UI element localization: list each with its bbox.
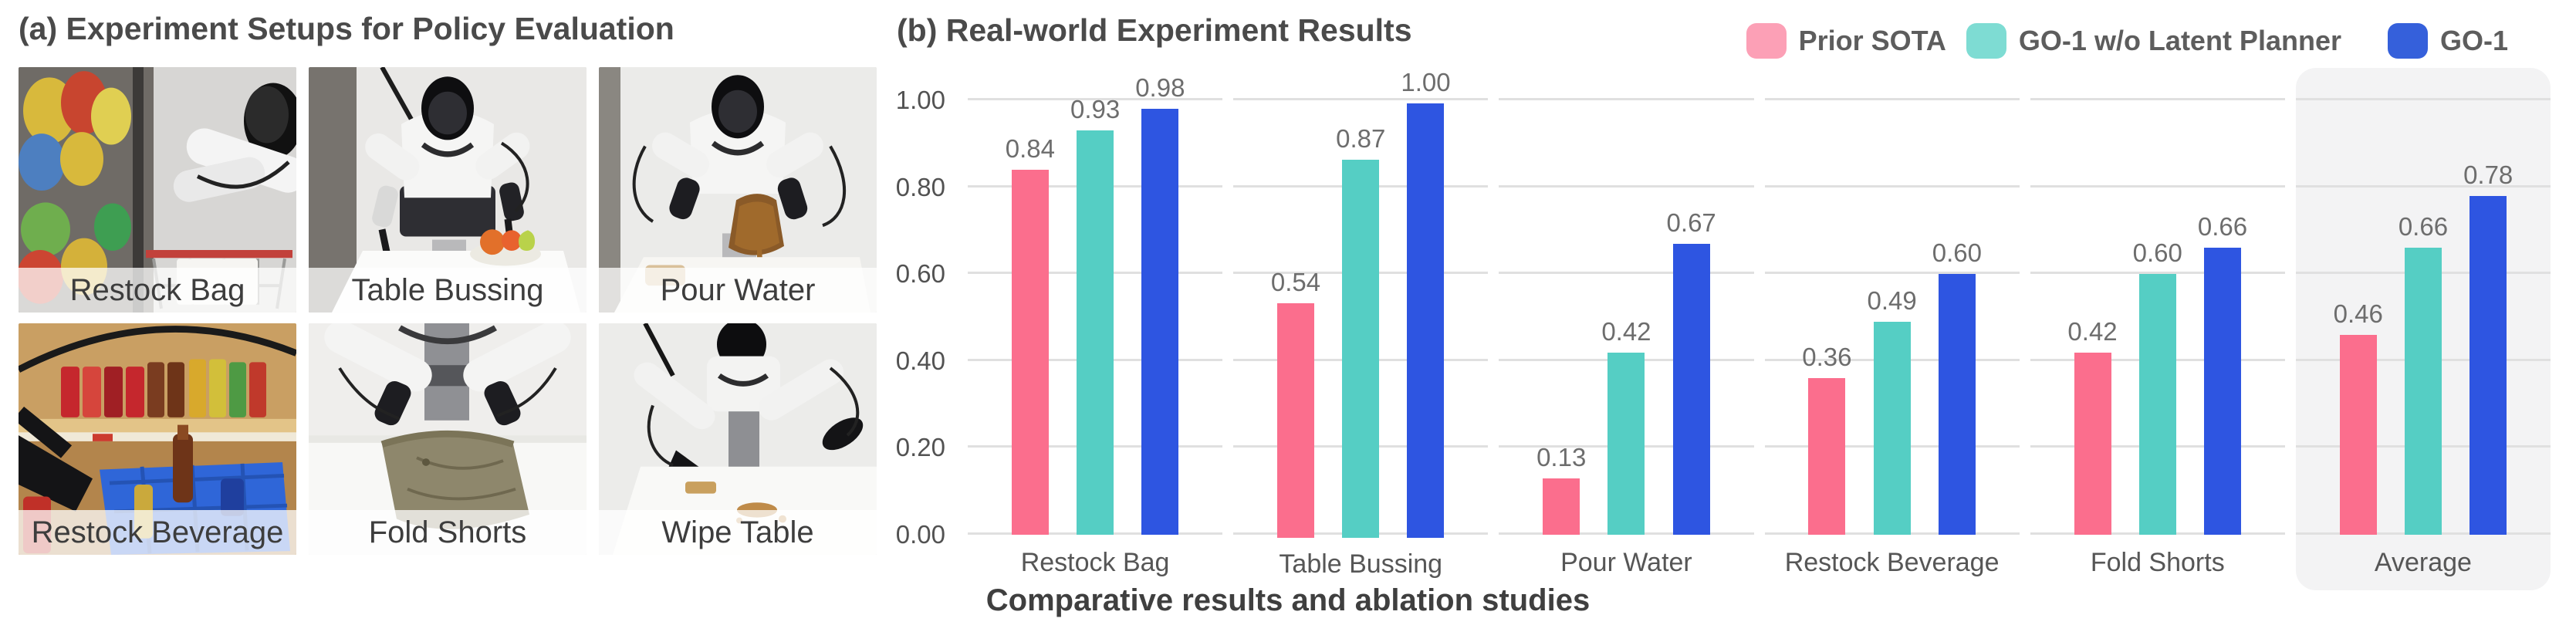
value-label-prior-sota-restock-beverage: 0.36: [1802, 343, 1852, 372]
bar-go-1-w-o-latent-planner-average: [2404, 248, 2442, 535]
chart-group-fold-shorts: 0.42 0.60 0.66 Fold Shorts: [2030, 68, 2285, 590]
figure-caption: Comparative results and ablation studies: [985, 583, 1591, 617]
legend-label-go1-wo-latent-planner: GO-1 w/o Latent Planner: [2018, 25, 2341, 56]
bar-prior-sota-average: [2339, 335, 2377, 535]
value-label-go-1-table-bussing: 1.00: [1401, 68, 1451, 96]
photo-grid: Restock Bag: [19, 67, 877, 555]
gridline: [2295, 98, 2551, 100]
y-tick-0.00: 0.00: [895, 520, 945, 549]
category-label-restock-bag: Restock Bag: [1020, 547, 1170, 577]
value-label-go-1-w-o-latent-planner-fold-shorts: 0.60: [2132, 238, 2182, 268]
value-label-go-1-w-o-latent-planner-table-bussing: 0.87: [1336, 124, 1386, 154]
bar-go-1-w-o-latent-planner-restock-beverage: [1873, 322, 1911, 535]
legend-label-go1: GO-1: [2439, 25, 2508, 56]
gridline: [2030, 272, 2285, 275]
gridline: [1233, 98, 1489, 100]
photo-pour-water: Pour Water: [599, 67, 877, 313]
photo-label-pour-water: Pour Water: [599, 268, 877, 313]
bar-go-1-pour-water: [1672, 243, 1710, 535]
value-label-go-1-w-o-latent-planner-restock-beverage: 0.49: [1867, 286, 1917, 316]
bar-chart: 0.00 0.20 0.40 0.60 0.80 1.00 0.84 0.93 0.98 Res…: [896, 68, 2556, 590]
bar-prior-sota-table-bussing: [1277, 302, 1315, 538]
legend-label-prior-sota: Prior SOTA: [1798, 25, 1946, 56]
gridline: [2030, 98, 2285, 100]
bar-go-1-average: [2470, 195, 2507, 535]
bar-prior-sota-restock-beverage: [1808, 378, 1846, 535]
gridline: [2030, 184, 2285, 188]
panel-experiment-setups: (a) Experiment Setups for Policy Evaluat…: [19, 11, 877, 555]
restock-bag-illustration: [19, 67, 296, 313]
gridline: [968, 98, 1223, 100]
bar-go-1-fold-shorts: [2204, 248, 2241, 535]
chart-legend: Prior SOTA GO-1 w/o Latent Planner GO-1: [1746, 23, 2508, 59]
photo-label-fold-shorts: Fold Shorts: [309, 510, 587, 555]
legend-swatch-go1-wo-latent-planner: [1966, 23, 2006, 59]
bar-go-1-table-bussing: [1407, 103, 1445, 538]
value-label-go-1-average: 0.78: [2463, 160, 2513, 189]
bar-go-1-w-o-latent-planner-table-bussing: [1342, 160, 1380, 538]
chart-groups: 0.84 0.93 0.98 Restock Bag 0.54 0.87 1.00 Table…: [962, 68, 2556, 590]
y-tick-0.40: 0.40: [895, 346, 945, 375]
value-label-go-1-w-o-latent-planner-pour-water: 0.42: [1601, 316, 1651, 346]
bar-go-1-w-o-latent-planner-restock-bag: [1077, 130, 1114, 535]
legend-item-go1: GO-1: [2387, 23, 2508, 59]
value-label-prior-sota-pour-water: 0.13: [1536, 442, 1587, 471]
photo-label-restock-beverage: Restock Beverage: [19, 510, 296, 555]
bar-prior-sota-restock-bag: [1011, 170, 1049, 535]
photo-table-bussing: Table Bussing: [309, 67, 587, 313]
value-label-prior-sota-table-bussing: 0.54: [1270, 267, 1321, 296]
category-label-pour-water: Pour Water: [1560, 547, 1692, 577]
panel-experiment-results: (b) Real-world Experiment Results Prior …: [889, 0, 2576, 642]
value-label-go-1-restock-beverage: 0.60: [1932, 238, 1982, 268]
gridline: [1499, 184, 1754, 188]
chart-group-average: 0.46 0.66 0.78 Average: [2295, 68, 2551, 590]
y-tick-0.20: 0.20: [895, 433, 945, 462]
photo-label-restock-bag: Restock Bag: [19, 268, 296, 313]
legend-swatch-go1: [2387, 23, 2428, 59]
wipe-table-illustration: [599, 323, 877, 555]
panel-a-title: (a) Experiment Setups for Policy Evaluat…: [19, 11, 674, 46]
chart-group-pour-water: 0.13 0.42 0.67 Pour Water: [1499, 68, 1754, 590]
chart-group-table-bussing: 0.54 0.87 1.00 Table Bussing: [1233, 68, 1489, 590]
bar-prior-sota-fold-shorts: [2074, 352, 2111, 535]
photo-label-wipe-table: Wipe Table: [599, 510, 877, 555]
y-tick-0.80: 0.80: [895, 172, 945, 201]
value-label-go-1-w-o-latent-planner-average: 0.66: [2398, 212, 2449, 242]
chart-group-restock-bag: 0.84 0.93 0.98 Restock Bag: [968, 68, 1223, 590]
gridline: [1764, 98, 2020, 100]
category-label-fold-shorts: Fold Shorts: [2090, 547, 2225, 577]
bar-go-1-w-o-latent-planner-pour-water: [1607, 352, 1645, 535]
photo-fold-shorts: Fold Shorts: [309, 323, 587, 555]
value-label-prior-sota-fold-shorts: 0.42: [2067, 316, 2118, 346]
gridline: [1764, 184, 2020, 188]
bar-go-1-w-o-latent-planner-fold-shorts: [2138, 274, 2176, 535]
y-tick-0.60: 0.60: [895, 259, 945, 289]
photo-restock-beverage: Restock Beverage: [19, 323, 296, 555]
legend-item-prior-sota: Prior SOTA: [1746, 23, 1946, 59]
value-label-go-1-fold-shorts: 0.66: [2197, 212, 2248, 242]
value-label-prior-sota-average: 0.46: [2333, 299, 2383, 329]
legend-swatch-prior-sota: [1746, 23, 1787, 59]
category-label-table-bussing: Table Bussing: [1279, 549, 1443, 579]
bar-go-1-restock-bag: [1141, 109, 1179, 535]
photo-restock-bag: Restock Bag: [19, 67, 296, 313]
value-label-go-1-pour-water: 0.67: [1666, 208, 1716, 237]
value-label-prior-sota-restock-bag: 0.84: [1005, 134, 1055, 164]
gridline: [2295, 184, 2551, 188]
bar-go-1-restock-beverage: [1938, 274, 1976, 535]
photo-wipe-table: Wipe Table: [599, 323, 877, 555]
gridline: [1499, 272, 1754, 275]
category-label-restock-beverage: Restock Beverage: [1784, 547, 2000, 577]
gridline: [1499, 98, 1754, 100]
photo-label-table-bussing: Table Bussing: [309, 268, 587, 313]
value-label-go-1-restock-bag: 0.98: [1135, 73, 1185, 103]
category-label-average: Average: [2374, 547, 2472, 577]
value-label-go-1-w-o-latent-planner-restock-bag: 0.93: [1070, 95, 1121, 124]
chart-group-restock-beverage: 0.36 0.49 0.60 Restock Beverage: [1764, 68, 2020, 590]
legend-item-go1-wo-latent-planner: GO-1 w/o Latent Planner: [1966, 23, 2341, 59]
panel-b-title: (b) Real-world Experiment Results: [897, 12, 1412, 48]
bar-prior-sota-pour-water: [1543, 478, 1580, 535]
gridline: [1764, 272, 2020, 275]
y-tick-1.00: 1.00: [895, 86, 945, 114]
